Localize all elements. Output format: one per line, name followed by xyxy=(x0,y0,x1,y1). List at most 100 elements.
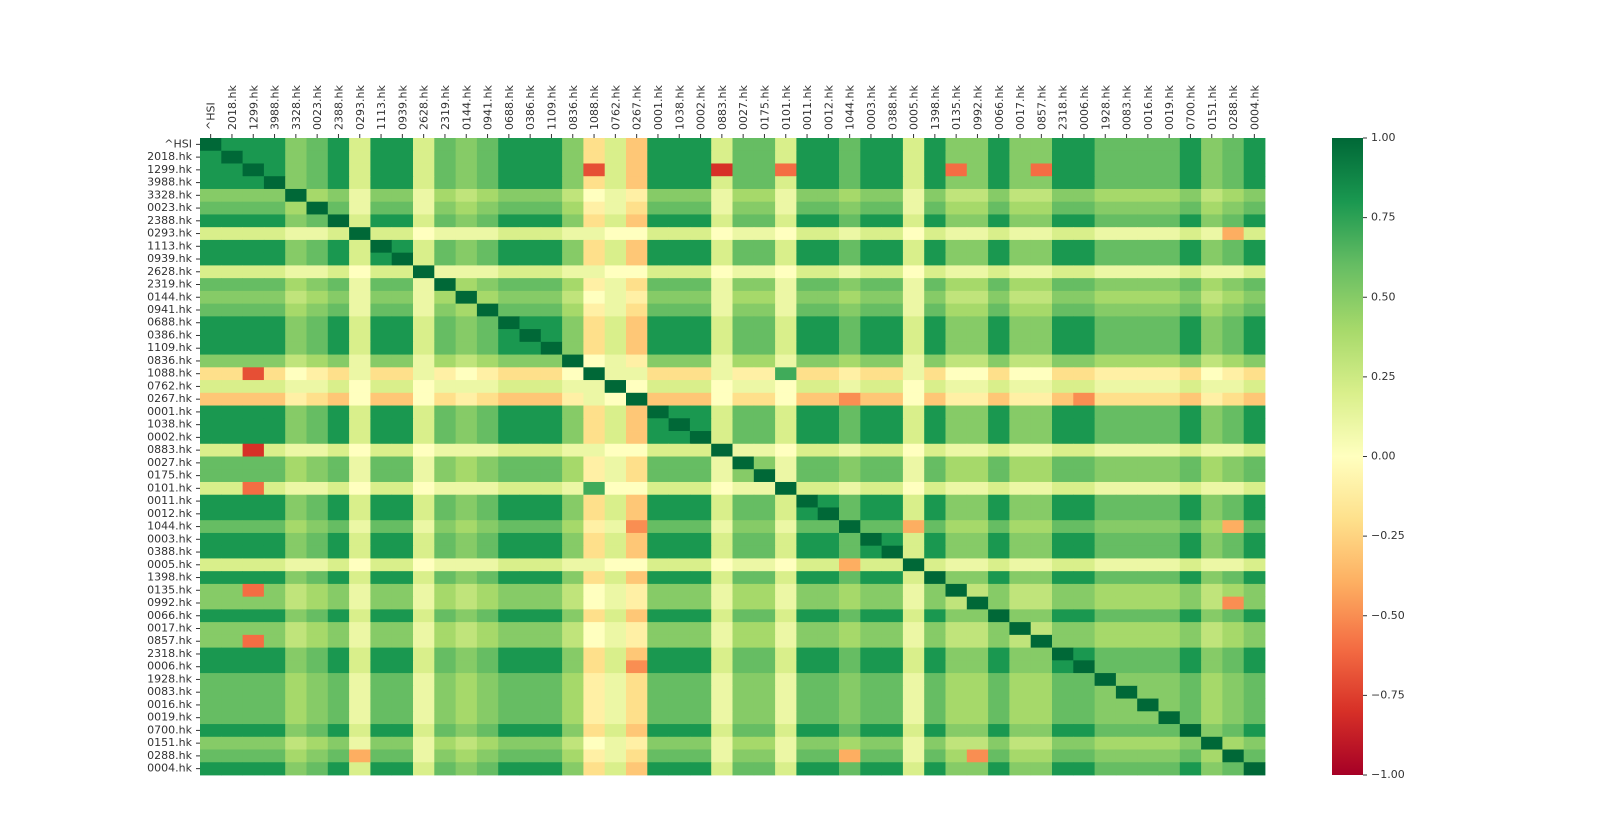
heatmap-cell xyxy=(604,749,627,763)
heatmap-cell xyxy=(775,724,797,738)
heatmap-cell xyxy=(221,469,243,483)
heatmap-cell xyxy=(966,532,989,547)
x-tick-label: 0941.hk xyxy=(482,85,495,130)
heatmap-cell xyxy=(1073,673,1095,687)
heatmap-cell xyxy=(860,227,882,241)
heatmap-cell xyxy=(689,214,712,228)
heatmap-cell xyxy=(285,367,307,381)
heatmap-cell xyxy=(434,698,456,712)
heatmap-cell xyxy=(1243,583,1266,598)
heatmap-cell xyxy=(1243,660,1266,674)
heatmap-cell xyxy=(263,252,286,266)
heatmap-cell xyxy=(413,176,435,190)
heatmap-cell xyxy=(689,443,712,457)
heatmap-cell xyxy=(1115,392,1138,406)
heatmap-cell xyxy=(327,176,350,190)
heatmap-cell xyxy=(285,405,307,419)
heatmap-cell xyxy=(200,329,222,343)
heatmap-cell xyxy=(583,431,606,445)
heatmap-cell xyxy=(1094,392,1117,406)
heatmap-cell xyxy=(200,443,222,457)
heatmap-cell xyxy=(540,622,563,636)
heatmap-cell xyxy=(1137,341,1159,355)
heatmap-cell xyxy=(647,405,669,419)
heatmap-cell xyxy=(583,354,606,368)
heatmap-cell xyxy=(434,647,456,661)
heatmap-cell xyxy=(306,647,329,661)
heatmap-cell xyxy=(1030,380,1053,394)
heatmap-cell xyxy=(1009,469,1032,483)
heatmap-cell xyxy=(455,762,478,776)
heatmap-cell xyxy=(370,736,393,750)
heatmap-cell xyxy=(1009,711,1032,725)
heatmap-cell xyxy=(881,762,904,776)
heatmap-cell xyxy=(370,239,393,254)
heatmap-cell xyxy=(796,214,819,228)
x-tick-label: 0857.hk xyxy=(1035,85,1048,130)
heatmap-cell xyxy=(1115,214,1138,228)
heatmap-cell xyxy=(1009,265,1032,279)
heatmap-cell xyxy=(711,405,733,419)
heatmap-cell xyxy=(775,520,797,534)
heatmap-cell xyxy=(540,647,563,661)
heatmap-cell xyxy=(540,634,563,648)
heatmap-cell xyxy=(988,265,1010,279)
heatmap-cell xyxy=(306,341,329,355)
heatmap-cell xyxy=(285,163,307,177)
heatmap-cell xyxy=(498,520,520,534)
heatmap-cell xyxy=(413,520,435,534)
heatmap-cell xyxy=(924,443,946,457)
heatmap-cell xyxy=(391,685,414,699)
heatmap-cell xyxy=(498,609,520,623)
heatmap-cell xyxy=(604,329,627,343)
heatmap-cell xyxy=(1115,252,1138,266)
heatmap-cell xyxy=(583,303,606,317)
heatmap-cell xyxy=(370,176,393,190)
heatmap-cell xyxy=(349,596,371,610)
heatmap-cell xyxy=(732,494,755,508)
heatmap-cell xyxy=(902,622,925,636)
y-tick-label: 2018.hk xyxy=(147,150,192,163)
heatmap-cell xyxy=(562,341,584,355)
heatmap-cell xyxy=(498,456,520,470)
heatmap-cell xyxy=(1179,481,1202,496)
heatmap-cell xyxy=(413,749,435,763)
heatmap-cell xyxy=(285,227,307,241)
heatmap-cell xyxy=(1094,494,1117,508)
heatmap-cell xyxy=(391,698,414,712)
heatmap-cell xyxy=(924,163,946,177)
heatmap-cell xyxy=(455,392,478,406)
heatmap-cell xyxy=(1158,316,1181,330)
heatmap-cell xyxy=(689,558,712,572)
heatmap-cell xyxy=(391,227,414,241)
heatmap-cell xyxy=(817,507,840,521)
heatmap-cell xyxy=(434,660,456,674)
heatmap-cell xyxy=(1073,265,1095,279)
heatmap-cell xyxy=(1179,634,1202,648)
heatmap-cell xyxy=(647,532,669,547)
heatmap-cell xyxy=(1073,762,1095,776)
heatmap-cell xyxy=(349,341,371,355)
heatmap-cell xyxy=(519,456,542,470)
heatmap-cell xyxy=(902,431,925,445)
x-tick-label: 0293.hk xyxy=(354,85,367,130)
x-tick-label: 0135.hk xyxy=(950,85,963,130)
heatmap-cell xyxy=(434,290,456,305)
heatmap-cell xyxy=(1052,469,1074,483)
heatmap-cell xyxy=(306,290,329,305)
heatmap-cell xyxy=(263,278,286,292)
heatmap-cell xyxy=(902,660,925,674)
heatmap-cell xyxy=(945,150,968,164)
heatmap-cell xyxy=(1179,150,1202,164)
heatmap-cell xyxy=(263,711,286,725)
heatmap-cell xyxy=(1030,507,1053,521)
heatmap-cell xyxy=(562,138,584,152)
heatmap-cell xyxy=(1009,609,1032,623)
heatmap-cell xyxy=(540,481,563,496)
heatmap-cell xyxy=(1009,150,1032,164)
heatmap-cell xyxy=(860,507,882,521)
heatmap-cell xyxy=(881,673,904,687)
heatmap-cell xyxy=(647,609,669,623)
heatmap-cell xyxy=(945,507,968,521)
y-tick-label: 1299.hk xyxy=(147,163,192,176)
